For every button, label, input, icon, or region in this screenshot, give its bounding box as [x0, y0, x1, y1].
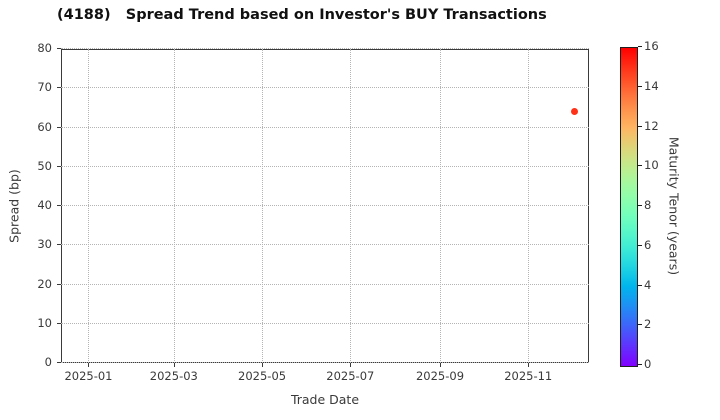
colorbar-tick-label: 14 [644, 78, 659, 93]
x-gridline [173, 49, 175, 363]
y-gridline [61, 322, 589, 324]
colorbar-tick-mark [638, 85, 642, 87]
y-tick-mark [57, 126, 61, 128]
x-tick-label: 2025-07 [326, 369, 375, 383]
colorbar-tick-mark [638, 205, 642, 206]
y-tick-mark [57, 205, 61, 206]
y-gridline [61, 244, 589, 246]
y-tick-mark [57, 362, 61, 363]
colorbar-tick-mark [638, 324, 642, 326]
y-tick-mark [57, 87, 61, 89]
x-axis-label: Trade Date [290, 392, 360, 407]
colorbar-tick-mark [638, 46, 642, 47]
colorbar-label: Maturity Tenor (years) [666, 136, 682, 276]
y-tick-label: 40 [37, 198, 52, 212]
y-gridline [61, 205, 589, 206]
x-tick-mark [88, 363, 90, 367]
colorbar-gradient [621, 48, 637, 366]
x-tick-label: 2025-05 [238, 369, 287, 383]
colorbar-tick-label: 8 [644, 198, 652, 212]
plot-area [61, 49, 589, 363]
y-gridline [61, 126, 589, 128]
colorbar-tick-mark [638, 165, 642, 167]
colorbar-tick-mark [638, 125, 642, 127]
x-tick-label: 2025-03 [149, 369, 198, 383]
y-tick-label: 30 [37, 237, 52, 252]
y-gridline [61, 283, 589, 285]
y-tick-label: 80 [37, 41, 52, 55]
colorbar-tick-mark [638, 244, 642, 246]
y-gridline [61, 165, 589, 167]
y-tick-mark [57, 244, 61, 246]
y-tick-mark [57, 322, 61, 324]
y-tick-label: 70 [37, 80, 52, 95]
x-tick-mark [173, 363, 175, 367]
x-gridline [262, 49, 264, 363]
chart-title: (4188) Spread Trend based on Investor's … [57, 7, 547, 23]
colorbar-tick-label: 12 [644, 118, 659, 133]
x-gridline [528, 49, 530, 363]
y-gridline [61, 362, 589, 363]
y-tick-label: 0 [44, 355, 52, 369]
colorbar-tick-label: 6 [644, 237, 652, 252]
x-tick-mark [528, 363, 530, 367]
y-tick-label: 10 [37, 315, 52, 330]
x-tick-mark [350, 363, 352, 367]
colorbar-tick-mark [638, 364, 642, 365]
colorbar-tick-label: 4 [644, 277, 652, 292]
y-tick-mark [57, 283, 61, 285]
colorbar [620, 47, 638, 367]
x-tick-label: 2025-09 [415, 369, 465, 383]
colorbar-tick-label: 2 [644, 317, 652, 332]
x-gridline [440, 49, 441, 363]
y-tick-mark [57, 48, 61, 49]
scatter-point [571, 108, 579, 116]
x-gridline [350, 49, 352, 363]
y-gridline [61, 87, 589, 89]
colorbar-tick-label: 0 [644, 357, 652, 371]
colorbar-tick-label: 10 [644, 158, 659, 173]
y-tick-label: 20 [37, 276, 52, 291]
x-tick-label: 2025-11 [504, 369, 553, 383]
x-tick-mark [440, 363, 441, 367]
colorbar-tick-mark [638, 284, 642, 286]
y-tick-label: 60 [37, 119, 52, 134]
x-gridline [88, 49, 90, 363]
x-tick-label: 2025-01 [64, 369, 113, 383]
y-tick-mark [57, 165, 61, 167]
x-tick-mark [262, 363, 264, 367]
y-tick-label: 50 [37, 158, 52, 173]
colorbar-tick-label: 16 [644, 39, 659, 53]
y-gridline [61, 48, 589, 49]
